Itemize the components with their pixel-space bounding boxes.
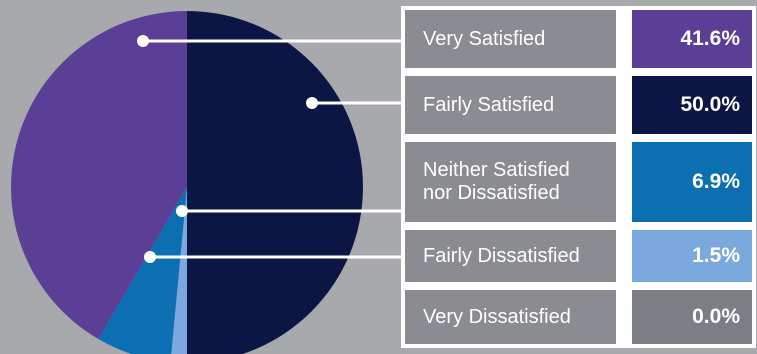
- legend-value-very-dissatisfied: 0.0%: [632, 290, 752, 344]
- legend-row-very-dissatisfied: Very Dissatisfied 0.0%: [405, 290, 752, 344]
- leader-dot-fairly-satisfied: [306, 97, 318, 109]
- legend-label-neither-text: Neither Satisfied nor Dissatisfied: [423, 159, 570, 204]
- legend-row-fairly-satisfied: Fairly Satisfied 50.0%: [405, 76, 752, 134]
- legend-value-neither: 6.9%: [632, 142, 752, 222]
- slice-very-satisfied: [10, 11, 187, 340]
- legend-row-fairly-dissatisfied: Fairly Dissatisfied 1.5%: [405, 230, 752, 282]
- legend-label-neither: Neither Satisfied nor Dissatisfied: [405, 142, 616, 222]
- legend-table: Very Satisfied 41.6% Fairly Satisfied 50…: [401, 6, 756, 348]
- slice-fairly-satisfied: [187, 11, 363, 354]
- legend-row-neither: Neither Satisfied nor Dissatisfied 6.9%: [405, 142, 752, 222]
- leader-dot-very-satisfied: [137, 35, 149, 47]
- leader-dot-neither: [176, 205, 188, 217]
- slice-fairly-dissatisfied: [171, 187, 187, 354]
- legend-label-very-satisfied: Very Satisfied: [405, 10, 616, 68]
- legend-label-fairly-dissatisfied: Fairly Dissatisfied: [405, 230, 616, 282]
- legend-value-very-satisfied: 41.6%: [632, 10, 752, 68]
- legend-value-fairly-dissatisfied: 1.5%: [632, 230, 752, 282]
- legend-label-fairly-satisfied: Fairly Satisfied: [405, 76, 616, 134]
- legend-value-fairly-satisfied: 50.0%: [632, 76, 752, 134]
- legend-label-very-dissatisfied: Very Dissatisfied: [405, 290, 616, 344]
- leader-dot-fairly-dissatisfied: [144, 251, 156, 263]
- slice-neither: [98, 187, 187, 354]
- legend-row-very-satisfied: Very Satisfied 41.6%: [405, 10, 752, 68]
